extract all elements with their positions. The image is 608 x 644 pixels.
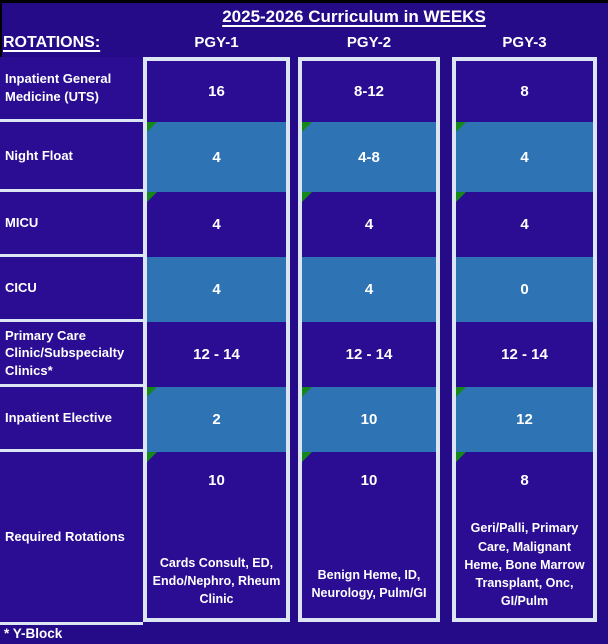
cell-pgy1-primary-care-clinics[interactable]: 12 - 14 <box>147 322 286 387</box>
cell-pgy1-cicu[interactable]: 4 <box>147 257 286 322</box>
cell-pgy1-micu[interactable]: 4 <box>147 192 286 257</box>
row-label-cicu[interactable]: CICU <box>0 257 143 322</box>
screenshot-left-edge <box>0 0 2 57</box>
cell-pgy2-micu[interactable]: 4 <box>302 192 436 257</box>
row-label-required-rotations[interactable]: Required Rotations <box>0 452 143 625</box>
cell-value: 8 <box>520 83 529 100</box>
cell-pgy2-night-float[interactable]: 4-8 <box>302 122 436 192</box>
row-labels-column: Inpatient General Medicine (UTS) Night F… <box>0 57 143 625</box>
cell-value: 4-8 <box>358 148 380 166</box>
cell-value: 12 - 14 <box>193 346 240 363</box>
cell-pgy2-required-rotations[interactable]: 10 Benign Heme, ID, Neurology, Pulm/GI <box>302 452 436 618</box>
cell-value: 10 <box>360 472 378 489</box>
cell-pgy1-night-float[interactable]: 4 <box>147 122 286 192</box>
cell-pgy2-primary-care-clinics[interactable]: 12 - 14 <box>302 322 436 387</box>
cell-detail-text: Cards Consult, ED, Endo/Nephro, Rheum Cl… <box>152 555 281 606</box>
cell-pgy3-primary-care-clinics[interactable]: 12 - 14 <box>456 322 593 387</box>
column-header-pgy3: PGY-3 <box>502 34 547 51</box>
pgy1-column: 16 4 4 4 12 - 14 2 10 Cards Consult, ED,… <box>143 57 290 622</box>
error-indicator-icon <box>147 122 157 132</box>
pgy3-column: 8 4 4 0 12 - 14 12 8 Geri/Palli, Primary… <box>452 57 597 622</box>
screenshot-top-edge <box>0 0 608 3</box>
cell-pgy3-inpatient-elective[interactable]: 12 <box>456 387 593 452</box>
column-header-pgy1: PGY-1 <box>194 34 239 51</box>
error-indicator-icon <box>302 387 312 397</box>
cell-value: 12 <box>516 411 533 428</box>
cell-pgy2-inpatient-elective[interactable]: 10 <box>302 387 436 452</box>
pgy2-column: 8-12 4-8 4 4 12 - 14 10 10 Benign Heme, … <box>298 57 440 622</box>
row-label-night-float[interactable]: Night Float <box>0 122 143 192</box>
row-label-primary-care-clinics[interactable]: Primary Care Clinic/Subspecialty Clinics… <box>0 322 143 387</box>
cell-detail-text: Geri/Palli, Primary Care, Malignant Heme… <box>464 521 585 608</box>
cell-value: 12 - 14 <box>345 346 393 363</box>
error-indicator-icon <box>456 122 466 132</box>
cell-value: 16 <box>208 83 225 100</box>
error-indicator-icon <box>147 192 157 202</box>
cell-value: 4 <box>364 281 374 298</box>
cell-pgy3-micu[interactable]: 4 <box>456 192 593 257</box>
cell-pgy3-required-rotations[interactable]: 8 Geri/Palli, Primary Care, Malignant He… <box>456 452 593 618</box>
cell-pgy2-inpatient-general-medicine[interactable]: 8-12 <box>302 61 436 122</box>
cell-pgy2-cicu[interactable]: 4 <box>302 257 436 322</box>
error-indicator-icon <box>456 192 466 202</box>
error-indicator-icon <box>302 122 312 132</box>
cell-value: 8-12 <box>353 83 385 100</box>
row-label-inpatient-elective[interactable]: Inpatient Elective <box>0 387 143 452</box>
cell-value: 4 <box>212 148 221 166</box>
cell-value: 10 <box>360 411 378 428</box>
error-indicator-icon <box>456 387 466 397</box>
row-label-inpatient-general-medicine[interactable]: Inpatient General Medicine (UTS) <box>0 57 143 122</box>
rotations-header: ROTATIONS: <box>3 34 101 51</box>
cell-value: 0 <box>520 281 529 298</box>
cell-value: 12 - 14 <box>501 346 548 363</box>
page-title: 2025-2026 Curriculum in WEEKS <box>222 7 486 26</box>
error-indicator-icon <box>302 452 312 462</box>
row-label-micu[interactable]: MICU <box>0 192 143 257</box>
cell-pgy3-cicu[interactable]: 0 <box>456 257 593 322</box>
cell-pgy3-night-float[interactable]: 4 <box>456 122 593 192</box>
cell-pgy3-inpatient-general-medicine[interactable]: 8 <box>456 61 593 122</box>
error-indicator-icon <box>456 452 466 462</box>
error-indicator-icon <box>147 387 157 397</box>
cell-value: 4 <box>212 216 221 233</box>
cell-value: 4 <box>364 216 374 233</box>
cell-value: 4 <box>520 216 529 233</box>
cell-value: 2 <box>212 411 221 428</box>
cell-pgy1-required-rotations[interactable]: 10 Cards Consult, ED, Endo/Nephro, Rheum… <box>147 452 286 618</box>
cell-value: 10 <box>208 472 225 489</box>
column-header-pgy2: PGY-2 <box>346 34 392 51</box>
cell-pgy1-inpatient-elective[interactable]: 2 <box>147 387 286 452</box>
cell-value: 4 <box>520 148 529 166</box>
cell-value: 8 <box>520 472 529 489</box>
error-indicator-icon <box>147 452 157 462</box>
error-indicator-icon <box>302 192 312 202</box>
footnote-y-block: * Y-Block <box>4 626 63 641</box>
cell-value: 4 <box>212 281 221 298</box>
cell-detail-text: Benign Heme, ID, Neurology, Pulm/GI <box>311 567 427 600</box>
cell-pgy1-inpatient-general-medicine[interactable]: 16 <box>147 61 286 122</box>
